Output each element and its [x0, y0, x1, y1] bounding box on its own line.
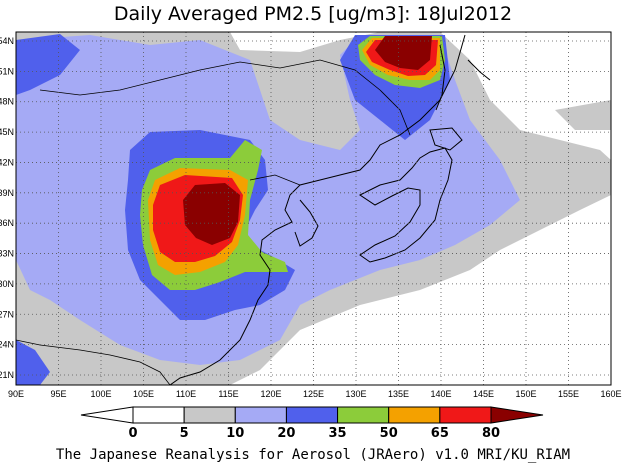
- lat-tick-label: 36N: [0, 218, 14, 228]
- colorbar-segment: [388, 406, 441, 424]
- lat-lon-grid: [16, 32, 611, 385]
- colorbar: 0 5 10 20 35 50 65 80: [80, 406, 544, 441]
- lat-tick-label: 48N: [0, 97, 14, 107]
- colorbar-segment: [132, 406, 185, 424]
- longitude-tick-labels: 90E 95E 100E 105E 110E 115E 120E 125E 130E 135E 14…: [8, 389, 622, 399]
- map-title: Daily Averaged PM2.5 [ug/m3]: 18Jul2012: [114, 3, 512, 25]
- lon-tick-label: 150E: [515, 389, 536, 399]
- credit-line: The Japanese Reanalysis for Aerosol (JRA…: [56, 447, 570, 463]
- colorbar-level-label: 50: [380, 426, 398, 441]
- lon-tick-label: 125E: [303, 389, 324, 399]
- colorbar-level-label: 80: [482, 426, 500, 441]
- lon-tick-label: 110E: [176, 389, 196, 399]
- lat-tick-label: 21N: [0, 370, 14, 380]
- pm25-band-above-80: [183, 183, 240, 245]
- lon-tick-label: 90E: [8, 389, 24, 399]
- colorbar-level-label: 5: [180, 426, 189, 441]
- lon-tick-label: 120E: [260, 389, 281, 399]
- colorbar-level-label: 20: [277, 426, 295, 441]
- colorbar-arrow-high: [490, 406, 544, 424]
- colorbar-level-label: 0: [128, 426, 137, 441]
- colorbar-level-label: 10: [226, 426, 244, 441]
- map-frame: [15, 31, 612, 386]
- lat-tick-label: 51N: [0, 66, 14, 76]
- colorbar-segment: [183, 406, 236, 424]
- coastlines: [169, 34, 491, 385]
- pm25-band-5-10-east: [555, 100, 611, 130]
- colorbar-segment: [285, 406, 339, 424]
- pm25-band-20-35-west: [16, 34, 80, 95]
- lat-tick-label: 54N: [0, 36, 14, 46]
- colorbar-level-label: 35: [329, 426, 347, 441]
- colorbar-segment: [234, 406, 287, 424]
- colorbar-segment: [337, 406, 390, 424]
- lat-tick-label: 39N: [0, 188, 14, 198]
- lon-tick-label: 95E: [50, 389, 66, 399]
- lon-tick-label: 130E: [345, 389, 366, 399]
- map-panel: 90E 95E 100E 105E 110E 115E 120E 125E 130E 135E 14…: [0, 31, 622, 399]
- colorbar-segment: [439, 406, 492, 424]
- lat-tick-label: 27N: [0, 309, 14, 319]
- lon-tick-label: 100E: [90, 389, 111, 399]
- lat-tick-label: 33N: [0, 249, 14, 259]
- lon-tick-label: 135E: [388, 389, 409, 399]
- lat-tick-label: 45N: [0, 127, 14, 137]
- lon-tick-label: 160E: [600, 389, 621, 399]
- pm25-band-20-35-sw: [16, 340, 50, 385]
- colorbar-arrow-low: [80, 406, 134, 424]
- lon-tick-label: 140E: [430, 389, 451, 399]
- lon-tick-label: 115E: [218, 389, 238, 399]
- lat-tick-label: 24N: [0, 340, 14, 350]
- colorbar-level-label: 65: [431, 426, 449, 441]
- pm25-band-above-80-north: [375, 36, 432, 70]
- lon-tick-label: 145E: [473, 389, 494, 399]
- lon-tick-label: 105E: [133, 389, 154, 399]
- lon-tick-label: 155E: [558, 389, 579, 399]
- latitude-tick-labels: 54N 51N 48N 45N 42N 39N 36N 33N 30N 27N 24N 21N: [0, 36, 14, 380]
- lat-tick-label: 42N: [0, 157, 14, 167]
- lat-tick-label: 30N: [0, 279, 14, 289]
